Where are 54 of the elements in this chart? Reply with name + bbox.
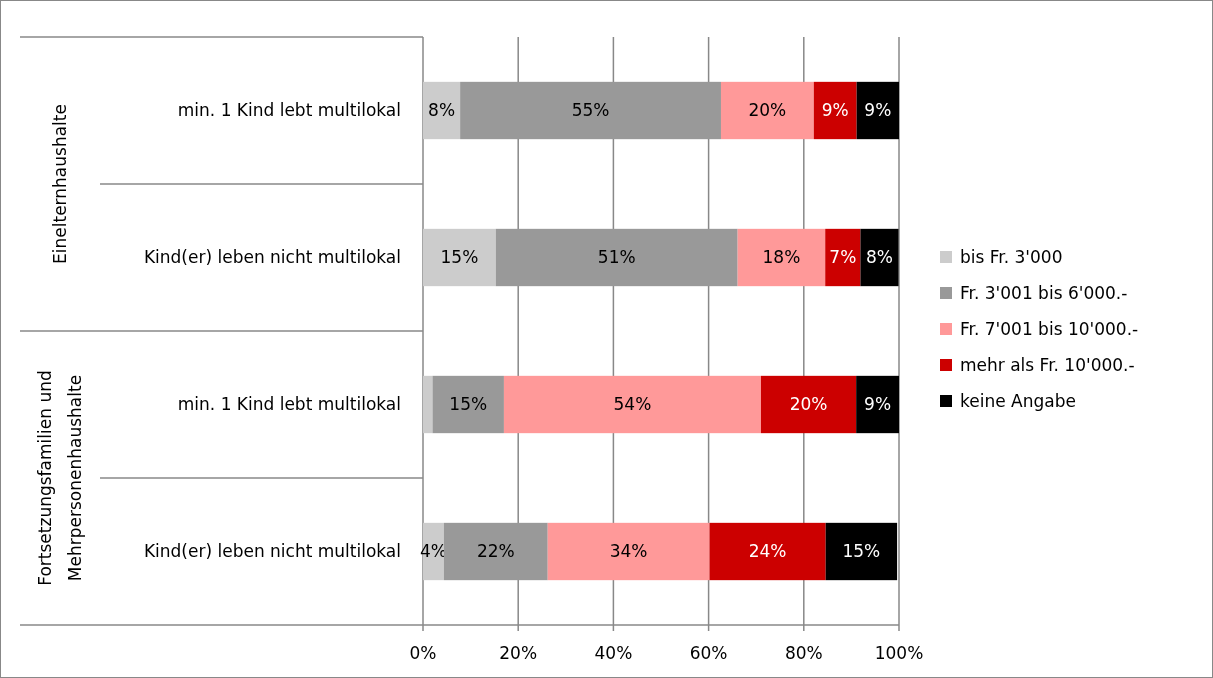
x-tick-label: 60% (689, 643, 728, 663)
legend-label: keine Angabe (960, 390, 1076, 411)
data-label: 15% (842, 541, 881, 562)
text: Einelternhaushalte (50, 104, 70, 264)
data-label: 54% (613, 394, 652, 415)
legend-label: Fr. 3'001 bis 6'000.- (960, 282, 1128, 303)
bar (720, 81, 814, 140)
bar (547, 522, 710, 581)
data-label: 34% (609, 541, 648, 562)
text: Fortsetzungsfamilien und Mehrpersonenhaushalte (35, 370, 85, 586)
legend-label: bis Fr. 3'000 (960, 246, 1063, 267)
x-tick-label: 100% (874, 643, 924, 663)
data-label: 51% (597, 247, 636, 268)
data-label: 8% (865, 247, 893, 268)
data-label: 15% (440, 247, 479, 268)
legend-label: mehr als Fr. 10'000.- (960, 354, 1135, 375)
data-label: 9% (821, 100, 849, 121)
data-label: 9% (864, 394, 892, 415)
data-label: 8% (428, 100, 456, 121)
x-tick-label: 80% (784, 643, 823, 663)
bar (503, 375, 761, 434)
data-label: 9% (864, 100, 892, 121)
bar (423, 228, 496, 287)
bar (443, 522, 548, 581)
y-tick-label: Kind(er) leben nicht multilokal (143, 247, 401, 268)
bar (813, 81, 857, 140)
bar (856, 81, 899, 140)
bar (860, 228, 899, 287)
bar (825, 522, 898, 581)
bar (856, 375, 899, 434)
data-label: 20% (748, 100, 787, 121)
bar (423, 375, 433, 434)
data-label: 55% (571, 100, 610, 121)
data-label: 7% (829, 247, 857, 268)
data-label: 15% (449, 394, 488, 415)
data-label: 24% (748, 541, 787, 562)
data-label: 18% (762, 247, 801, 268)
bar (709, 522, 826, 581)
data-label: 22% (476, 541, 515, 562)
x-tick-label: 20% (499, 643, 538, 663)
legend-label: Fr. 7'001 bis 10'000.- (960, 318, 1139, 339)
y-tick-label: min. 1 Kind lebt multilokal (177, 100, 401, 121)
bar (423, 81, 461, 140)
x-tick-label: 40% (594, 643, 633, 663)
y-tick-label: min. 1 Kind lebt multilokal (177, 394, 401, 415)
y-tick-label: Kind(er) leben nicht multilokal (143, 541, 401, 562)
x-tick-label: 0% (409, 643, 437, 663)
bar (760, 375, 857, 434)
bar (495, 228, 738, 287)
bar (460, 81, 721, 140)
data-label: 20% (789, 394, 828, 415)
bar (737, 228, 826, 287)
bar (432, 375, 504, 434)
bar (825, 228, 861, 287)
